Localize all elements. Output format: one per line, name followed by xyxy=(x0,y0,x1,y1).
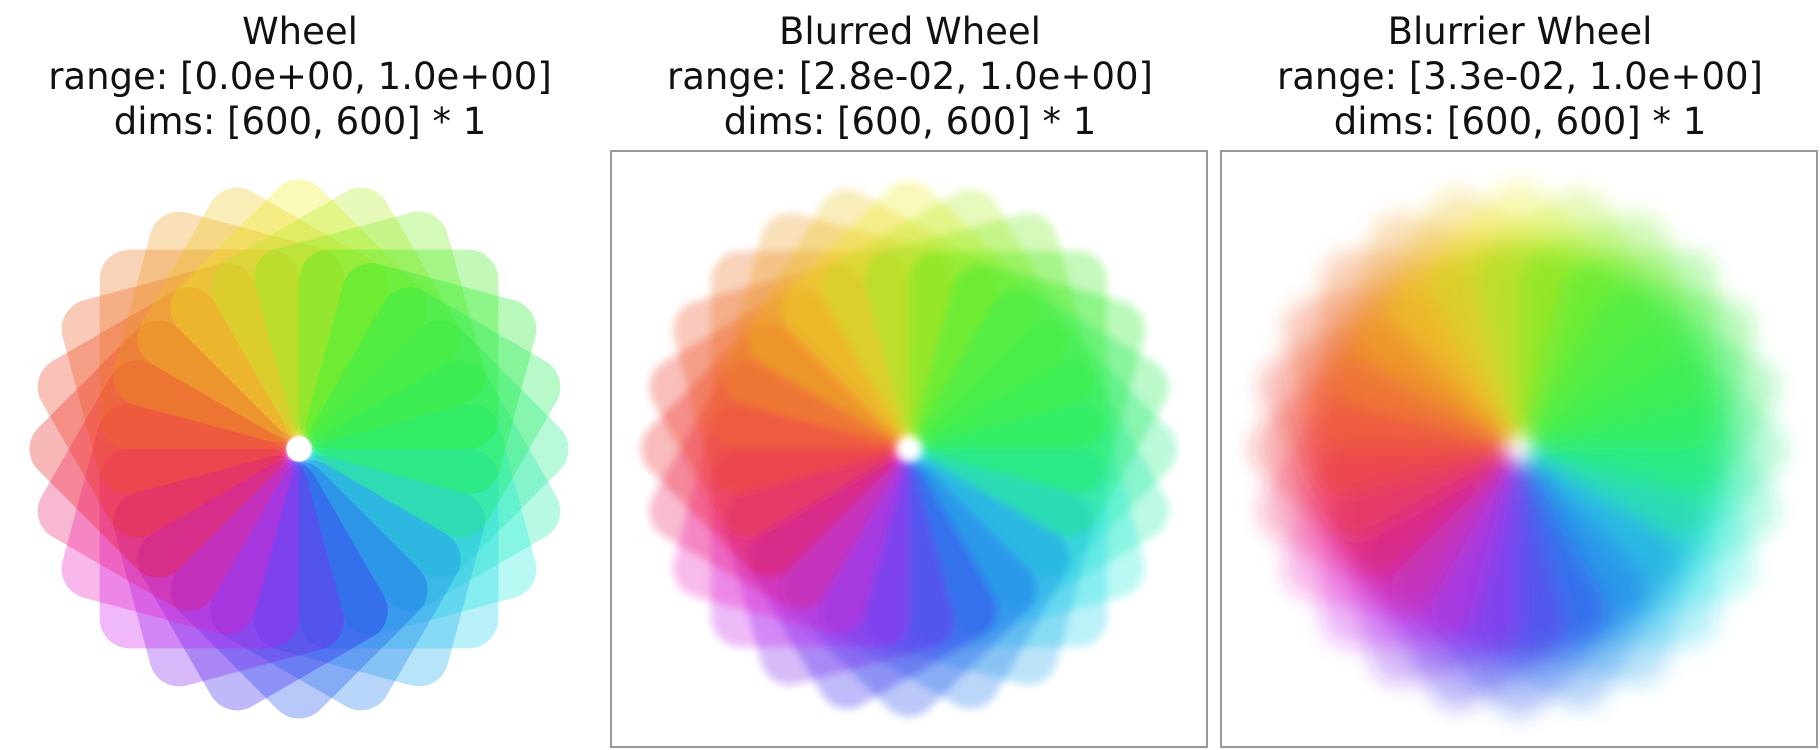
panel-dims: dims: [600, 600] * 1 xyxy=(113,100,487,143)
petal xyxy=(305,263,537,494)
wheel-image xyxy=(0,150,598,748)
petal xyxy=(61,404,293,635)
petal xyxy=(254,455,485,687)
panel: Blurred Wheel range: [2.8e-02, 1.0e+00] … xyxy=(610,0,1210,750)
petal xyxy=(170,461,428,719)
panel-title: Blurrier Wheel xyxy=(1387,10,1653,53)
panel-range: range: [0.0e+00, 1.0e+00] xyxy=(48,55,552,98)
petal xyxy=(919,288,1169,538)
petal xyxy=(113,455,344,687)
petal xyxy=(254,211,485,443)
panel-title: Wheel xyxy=(242,10,358,53)
wheel xyxy=(1251,181,1787,717)
panel-dims: dims: [600, 600] * 1 xyxy=(723,100,1097,143)
petal xyxy=(37,360,289,611)
petal xyxy=(299,249,499,449)
panel-title: Blurred Wheel xyxy=(779,10,1041,53)
petal xyxy=(99,449,299,649)
petal xyxy=(305,404,537,635)
petal xyxy=(137,187,388,439)
petal xyxy=(309,360,561,611)
panel-range: range: [3.3e-02, 1.0e+00] xyxy=(1277,55,1763,98)
petal xyxy=(299,449,499,649)
petal xyxy=(29,320,287,578)
petal xyxy=(61,263,293,494)
panel-range: range: [2.8e-02, 1.0e+00] xyxy=(667,55,1153,98)
wheel xyxy=(641,181,1177,717)
panel: Blurrier Wheel range: [3.3e-02, 1.0e+00]… xyxy=(1220,0,1820,750)
panel: Wheel range: [0.0e+00, 1.0e+00] dims: [6… xyxy=(0,0,600,750)
petal xyxy=(137,459,388,711)
petal xyxy=(309,287,561,538)
petal xyxy=(311,320,569,578)
petal xyxy=(37,287,289,538)
petal xyxy=(99,249,300,449)
petal xyxy=(210,187,461,439)
petal xyxy=(1529,288,1779,538)
wheel-image xyxy=(610,150,1208,748)
panel-dims: dims: [600, 600] * 1 xyxy=(1333,100,1707,143)
petal xyxy=(170,179,428,437)
wheel xyxy=(29,179,569,719)
petal xyxy=(210,459,461,711)
wheel-image xyxy=(1220,150,1818,748)
petal xyxy=(113,211,344,443)
